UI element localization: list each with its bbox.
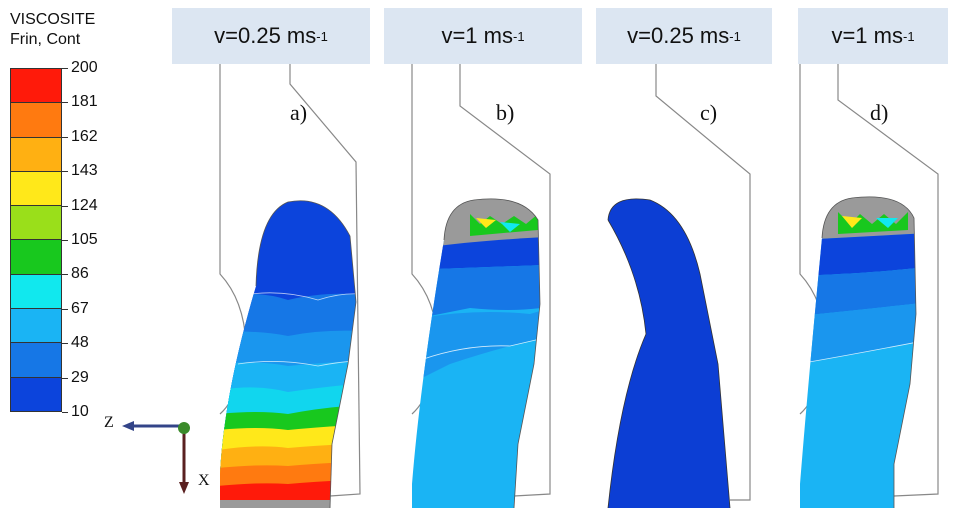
- colorbar-swatch: [11, 206, 61, 241]
- header-speed-b: v=1 ms -1: [384, 8, 582, 64]
- header-speed-c: v=0.25 ms -1: [596, 8, 772, 64]
- colorbar-swatch: [11, 137, 61, 172]
- x-axis-label: X: [198, 472, 210, 489]
- colorbar-tick: [62, 137, 68, 138]
- panel-d-contour: [799, 64, 939, 508]
- colorbar-tick: [62, 412, 68, 413]
- colorbar-tick-label: 143: [71, 162, 98, 179]
- colorbar-swatch: [11, 171, 61, 207]
- colorbar-tick: [62, 206, 68, 207]
- colorbar-tick: [62, 68, 68, 69]
- panel-c: c): [600, 64, 770, 508]
- x-axis-arrowhead: [179, 482, 189, 494]
- colorbar-tick-label: 86: [71, 265, 89, 282]
- colorbar-tick-label: 10: [71, 403, 89, 420]
- legend-title: VISCOSITE Frin, Cont: [10, 10, 95, 50]
- header-speed-d-exp: -1: [902, 28, 915, 44]
- colorbar-tick: [62, 378, 68, 379]
- colorbar-tick-label: 29: [71, 369, 89, 386]
- colorbar-tick: [62, 274, 68, 275]
- colorbar-tick: [62, 171, 68, 172]
- colorbar-tick-label: 48: [71, 334, 89, 351]
- die-outline: [655, 64, 751, 501]
- panel-a-label: a): [290, 100, 308, 125]
- colorbar-tick-label: 162: [71, 128, 98, 145]
- panel-b-contour: [411, 64, 551, 508]
- z-axis-label: Z: [104, 414, 114, 431]
- header-speed-c-exp: -1: [729, 28, 741, 44]
- panel-d: d): [798, 64, 948, 508]
- colorbar-tick-label: 124: [71, 197, 98, 214]
- z-axis-arrowhead: [122, 421, 134, 431]
- colorbar-tick: [62, 343, 68, 344]
- header-speed-b-text: v=1 ms: [441, 23, 513, 48]
- panel-c-contour: [607, 64, 751, 508]
- colorbar-swatch: [11, 69, 61, 104]
- colorbar-swatch: [11, 343, 61, 378]
- header-speed-a: v=0.25 ms -1: [172, 8, 370, 64]
- colorbar: [10, 68, 62, 412]
- header-speed-a-text: v=0.25 ms: [214, 23, 317, 48]
- colorbar-tick: [62, 240, 68, 241]
- panel-c-label: c): [700, 100, 718, 125]
- legend-title-line2: Frin, Cont: [10, 31, 81, 48]
- colorbar-tick-label: 105: [71, 231, 98, 248]
- panel-b-label: b): [496, 100, 515, 125]
- legend-title-line1: VISCOSITE: [10, 11, 96, 28]
- header-speed-b-exp: -1: [512, 28, 525, 44]
- colorbar-swatch: [11, 377, 61, 411]
- header-speed-d: v=1 ms -1: [798, 8, 948, 64]
- colorbar-tick: [62, 309, 68, 310]
- colorbar-tick: [62, 102, 68, 103]
- header-speed-d-text: v=1 ms: [831, 23, 903, 48]
- colorbar-tick-label: 200: [71, 59, 98, 76]
- panel-b: b): [410, 64, 570, 508]
- header-speed-c-text: v=0.25 ms: [627, 23, 730, 48]
- colorbar-tick-label: 67: [71, 300, 89, 317]
- header-speed-a-exp: -1: [316, 28, 328, 44]
- origin-marker: [178, 422, 190, 434]
- panel-a: a): [218, 64, 378, 508]
- panel-a-contour: [219, 64, 361, 508]
- panel-d-label: d): [870, 100, 889, 125]
- colorbar-swatch: [11, 240, 61, 275]
- colorbar-tick-label: 181: [71, 93, 98, 110]
- colorbar-swatch: [11, 103, 61, 138]
- axes-triad: [122, 421, 190, 494]
- colorbar-swatch: [11, 274, 61, 310]
- colorbar-swatch: [11, 309, 61, 344]
